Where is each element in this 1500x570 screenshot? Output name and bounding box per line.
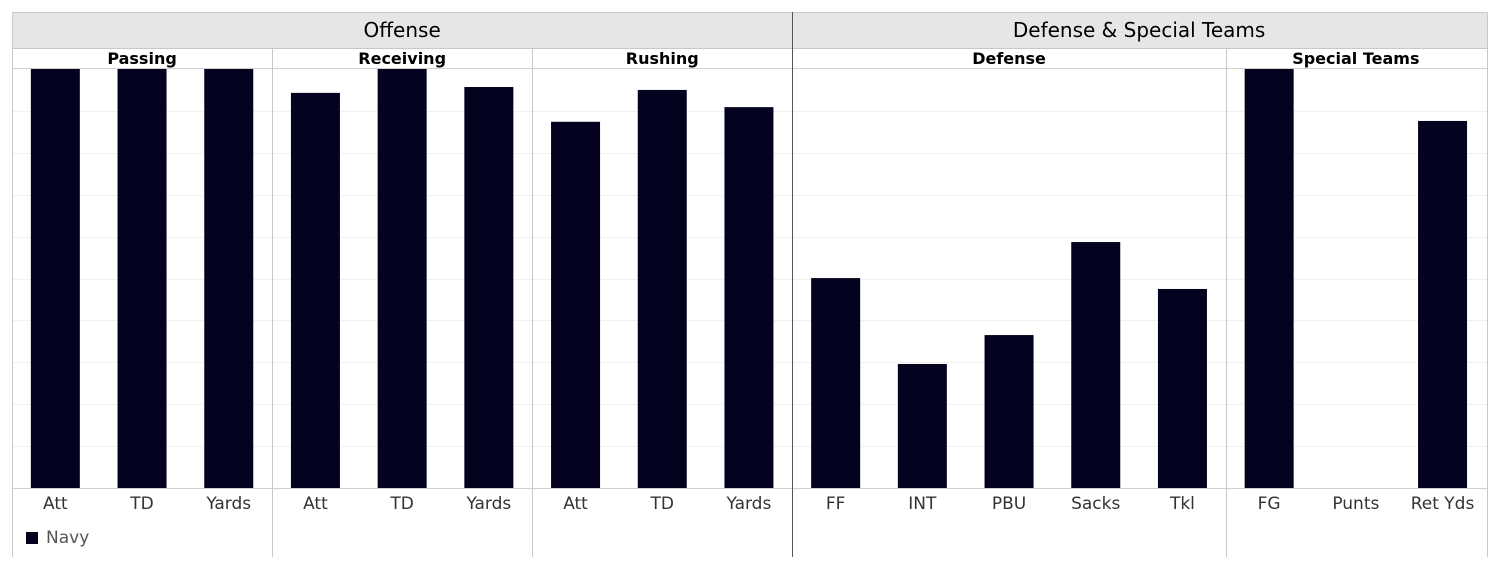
legend: Navy xyxy=(26,528,89,548)
x-tick-label: Yards xyxy=(726,494,772,514)
bar xyxy=(377,69,427,488)
bar xyxy=(204,69,254,488)
bar xyxy=(637,89,687,488)
bar xyxy=(464,87,514,488)
bar xyxy=(724,107,774,488)
x-tick-label: Sacks xyxy=(1071,494,1121,514)
bar xyxy=(1071,242,1121,488)
x-tick-label: TD xyxy=(390,494,414,514)
section-header: Receiving xyxy=(358,49,447,68)
x-tick-label: FG xyxy=(1257,494,1281,514)
bar xyxy=(1418,120,1468,489)
bar xyxy=(30,69,80,488)
x-tick-label: Ret Yds xyxy=(1410,494,1475,514)
bar xyxy=(551,121,601,488)
x-tick-label: Att xyxy=(303,494,328,514)
x-tick-label: Tkl xyxy=(1169,494,1195,514)
bar xyxy=(984,335,1034,488)
bar xyxy=(1157,288,1207,488)
x-tick-label: PBU xyxy=(991,494,1027,514)
group-header-band xyxy=(12,12,1488,48)
legend-swatch xyxy=(26,532,38,544)
x-tick-label: Punts xyxy=(1332,494,1380,514)
group-header: Offense xyxy=(363,18,441,42)
x-tick-label: Att xyxy=(563,494,588,514)
x-tick-label: Yards xyxy=(206,494,252,514)
bar xyxy=(117,69,167,488)
group-header: Defense & Special Teams xyxy=(1012,18,1266,42)
bar xyxy=(811,278,861,488)
bar xyxy=(897,363,947,488)
section-header: Special Teams xyxy=(1292,49,1420,68)
section-header: Defense xyxy=(972,49,1046,68)
legend-label: Navy xyxy=(46,528,90,548)
bar xyxy=(290,92,340,489)
x-tick-label: TD xyxy=(650,494,674,514)
x-tick-label: INT xyxy=(908,494,937,514)
bar xyxy=(1244,69,1294,488)
x-tick-label: TD xyxy=(130,494,154,514)
section-header: Rushing xyxy=(625,49,699,68)
x-tick-label: FF xyxy=(825,494,846,514)
x-tick-label: Yards xyxy=(466,494,512,514)
x-tick-label: Att xyxy=(43,494,68,514)
section-header: Passing xyxy=(107,49,177,68)
